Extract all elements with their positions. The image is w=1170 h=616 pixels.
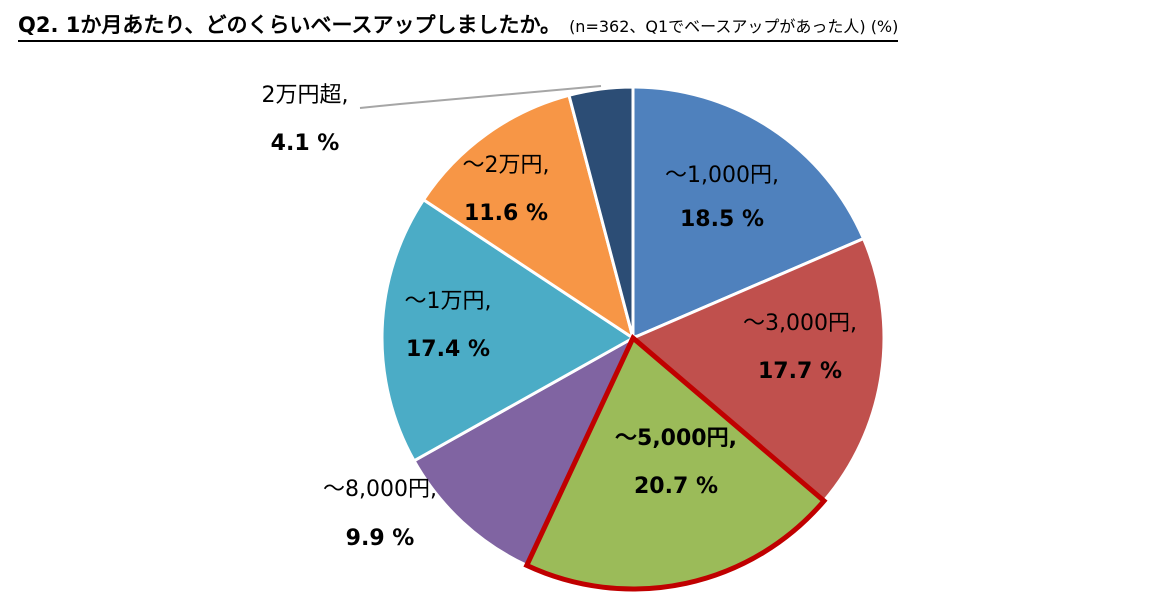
slice-value-label: 4.1 %	[271, 131, 340, 156]
slice-value-label: 17.4 %	[406, 337, 490, 362]
slice-category-label: ～3,000円,	[743, 311, 857, 336]
slice-category-label: ～1万円,	[405, 289, 492, 314]
pie-slice	[412, 334, 637, 568]
slice-category-label: ～1,000円,	[665, 163, 779, 188]
slice-value-label: 17.7 %	[758, 359, 842, 384]
chart-title-main: Q2. 1か月あたり、どのくらいベースアップしましたか。	[18, 13, 562, 37]
chart-title: Q2. 1か月あたり、どのくらいベースアップしましたか。 (n=362、Q1でベー…	[18, 12, 899, 42]
pie-slice	[631, 85, 866, 341]
pie-slice	[421, 93, 636, 342]
slice-category-label: ～2万円,	[463, 153, 550, 178]
slice-category-label: ～5,000円,	[615, 426, 737, 451]
slice-value-label: 20.7 %	[634, 474, 718, 499]
highlight-outline	[523, 333, 828, 592]
pie-slice	[567, 85, 635, 339]
slice-value-label: 9.9 %	[346, 526, 415, 551]
slice-value-label: 18.5 %	[680, 207, 764, 232]
pie-slice	[380, 197, 636, 463]
slice-category-label: ～8,000円,	[323, 477, 437, 502]
chart-subtitle: (n=362、Q1でベースアップがあった人) (%)	[569, 17, 899, 36]
slice-category-label: 2万円超,	[262, 83, 349, 108]
leader-line	[359, 85, 602, 109]
slice-value-label: 11.6 %	[464, 201, 548, 226]
pie-slice	[630, 236, 886, 503]
